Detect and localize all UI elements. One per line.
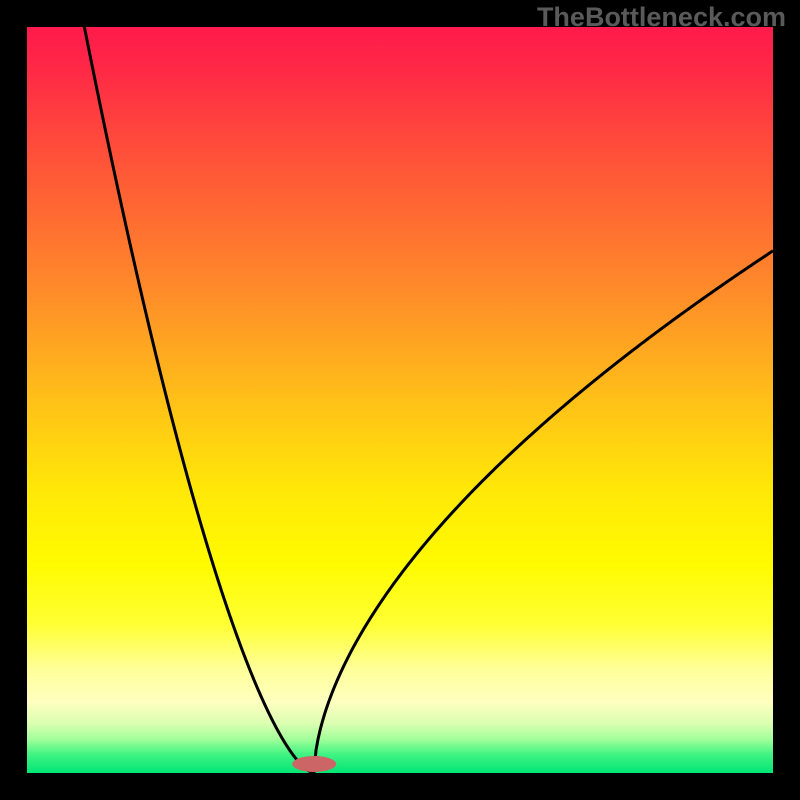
watermark-text: TheBottleneck.com [537, 2, 786, 33]
optimum-marker [292, 756, 336, 772]
gradient-background [27, 27, 773, 773]
plot-area [27, 27, 773, 773]
chart-svg [27, 27, 773, 773]
chart-container: TheBottleneck.com [0, 0, 800, 800]
